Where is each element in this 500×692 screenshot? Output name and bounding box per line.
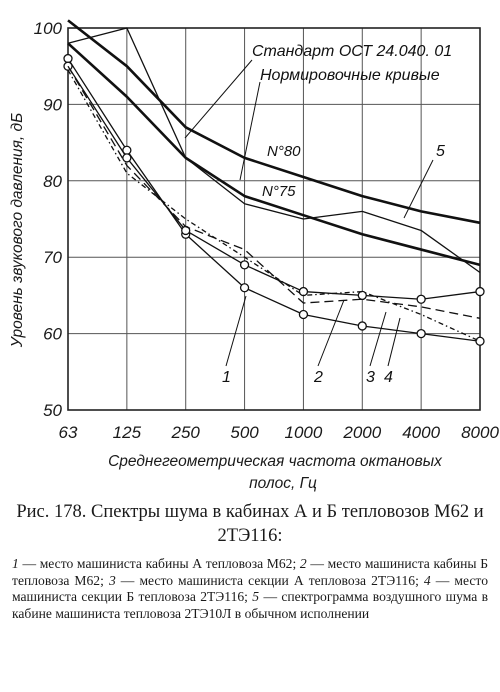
series-line [67,65,481,300]
series-point [475,286,485,297]
legend-number: 5 [252,589,260,605]
legend-text: — спектрограмма воздушного шума в кабине… [12,589,489,621]
y-tick-label: 80 [43,172,62,191]
series-point [298,309,309,320]
series-point [357,321,367,331]
series-5-leader [403,159,434,219]
y-tick-labels: 50 60 70 80 90 100 [34,19,63,420]
legend-text: — место машиниста секции А тепловоза 2ТЭ… [115,572,424,588]
x-axis-label-cont: полос, Гц [249,475,317,492]
series-point [298,286,309,297]
legend-text: — место машиниста секции Б тепловоза 2ТЭ… [12,572,488,605]
annotations: Стандарт ОСТ 24.040. 01 Нормировочные кри… [184,43,452,386]
norm-curve-line [67,42,481,267]
y-tick-label: 50 [43,401,62,420]
series-point [475,336,485,346]
series-4-leader [387,317,401,367]
leader-line [184,59,253,139]
series-point [357,290,367,301]
annotation-n80: N°80 [267,143,301,160]
legend-text: — место машиниста кабины А тепловоза М62… [18,556,300,571]
series-point [63,53,73,64]
series-point [239,260,250,270]
legend-number: 4 [423,572,431,588]
series-3-label: 3 [366,369,375,386]
annotation-n75: N°75 [262,183,296,200]
legend-number: 3 [108,572,116,588]
x-tick-label: 4000 [402,423,440,442]
series-point [122,153,132,163]
figure-title: Рис. 178. Спектры шума в кабинах А и Б т… [16,502,484,546]
x-tick-labels: 63 125 250 500 1000 2000 4000 8000 [59,423,500,442]
x-tick-label: 63 [59,423,78,442]
series-4-label: 4 [384,369,393,386]
series-point [416,294,426,304]
x-axis-label: Среднегеометрическая частота октановых [108,453,443,470]
series-5-label: 5 [436,143,445,160]
plot-border [67,27,481,411]
series-1-label: 1 [222,369,231,386]
x-tick-label: 500 [230,423,259,442]
legend-text: — место машиниста кабины Б тепловоза М62… [12,556,488,588]
series-line [67,58,481,342]
x-tick-label: 1000 [285,423,323,442]
x-tick-label: 2000 [342,423,381,442]
legend-number: 1 [12,556,19,571]
series-lines [63,27,485,346]
annotation-standard: Стандарт ОСТ 24.040. 01 [252,43,452,60]
leader-line [239,81,261,181]
x-tick-label: 125 [113,423,142,442]
series-1-leader [225,295,247,367]
y-tick-label: 70 [43,248,62,267]
y-tick-label: 100 [34,19,63,38]
x-tick-label: 250 [171,423,201,442]
y-tick-label: 60 [43,325,62,344]
series-line [67,27,481,274]
series-point [239,283,250,293]
series-3-leader [369,311,387,367]
norm-curves [67,19,481,267]
series-2-label: 2 [313,369,323,386]
series-line [67,65,481,319]
series-point [416,328,426,339]
x-tick-label: 8000 [461,423,499,442]
y-tick-label: 90 [43,95,62,114]
series-2-leader [317,299,345,367]
grid [68,28,480,410]
annotation-norm-curves: Нормировочные кривые [260,67,440,84]
legend-number: 2 [299,556,307,571]
figure-legend: 1 — место машиниста кабины А тепловоза М… [12,556,488,622]
plot-frame [67,27,481,411]
y-axis-label: Уровень звукового давления, дБ [9,113,26,348]
norm-curve-line [67,19,481,225]
